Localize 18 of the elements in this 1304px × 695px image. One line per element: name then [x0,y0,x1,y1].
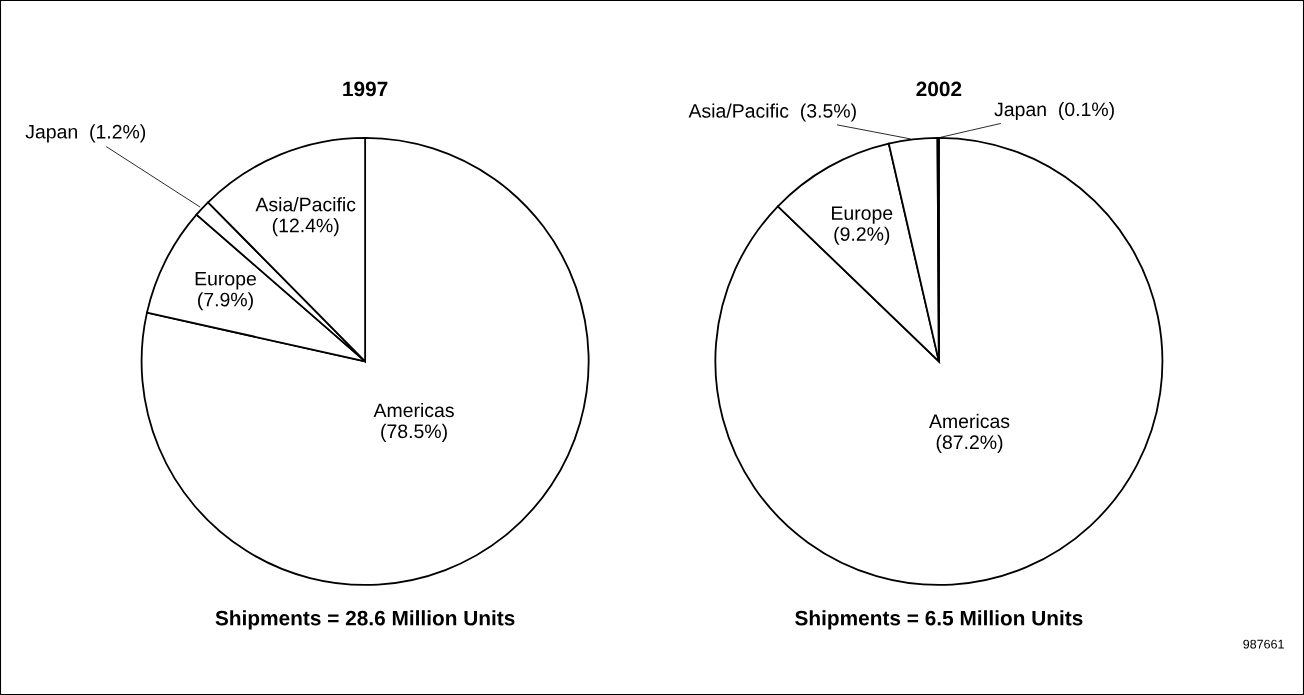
chart-title: 1997 [343,81,388,97]
slice-label: Japan (0.1%) [994,101,1114,121]
data-label: (7.9%) [198,292,253,311]
data-label: (12.4%) [272,218,339,237]
slice-label: Japan (1.2%) [25,124,146,143]
slice-label: Europe [832,206,893,224]
text: 987661 [1243,639,1284,649]
chart-title: 2002 [916,81,962,97]
text: Shipments = 6.5 Million Units [795,610,1083,630]
text: Shipments = 28.6 Million Units [215,610,515,630]
data-label: (9.2%) [834,226,890,245]
slice-label: Asia/Pacific (3.5%) [688,103,856,122]
data-label: (87.2%) [936,434,1003,453]
data-label: (78.5%) [381,423,447,442]
slice-label: Americas [373,402,454,418]
slice-label: Europe [195,271,256,290]
slice-label: Asia/Pacific [255,197,356,212]
slice-label: Americas [929,413,1010,429]
